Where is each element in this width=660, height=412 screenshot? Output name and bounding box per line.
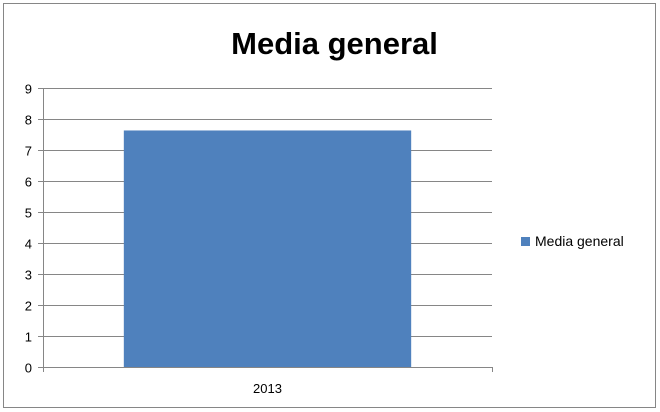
y-tick-label: 5 [25, 206, 32, 221]
y-tick-label: 3 [25, 268, 32, 283]
legend-swatch [521, 236, 530, 246]
y-tick-label: 8 [25, 113, 32, 128]
legend: Media general [521, 233, 624, 249]
x-tick-label: 2013 [253, 381, 282, 396]
y-tick-label: 4 [25, 237, 32, 252]
bar [123, 130, 412, 367]
chart-title: Media general [231, 26, 438, 61]
y-tick-label: 9 [25, 82, 32, 97]
y-tick-label: 0 [25, 361, 32, 376]
y-tick-label: 1 [25, 330, 32, 345]
legend-label: Media general [535, 233, 624, 249]
y-tick-label: 6 [25, 175, 32, 190]
y-tick-label: 7 [25, 144, 32, 159]
y-tick-label: 2 [25, 299, 32, 314]
